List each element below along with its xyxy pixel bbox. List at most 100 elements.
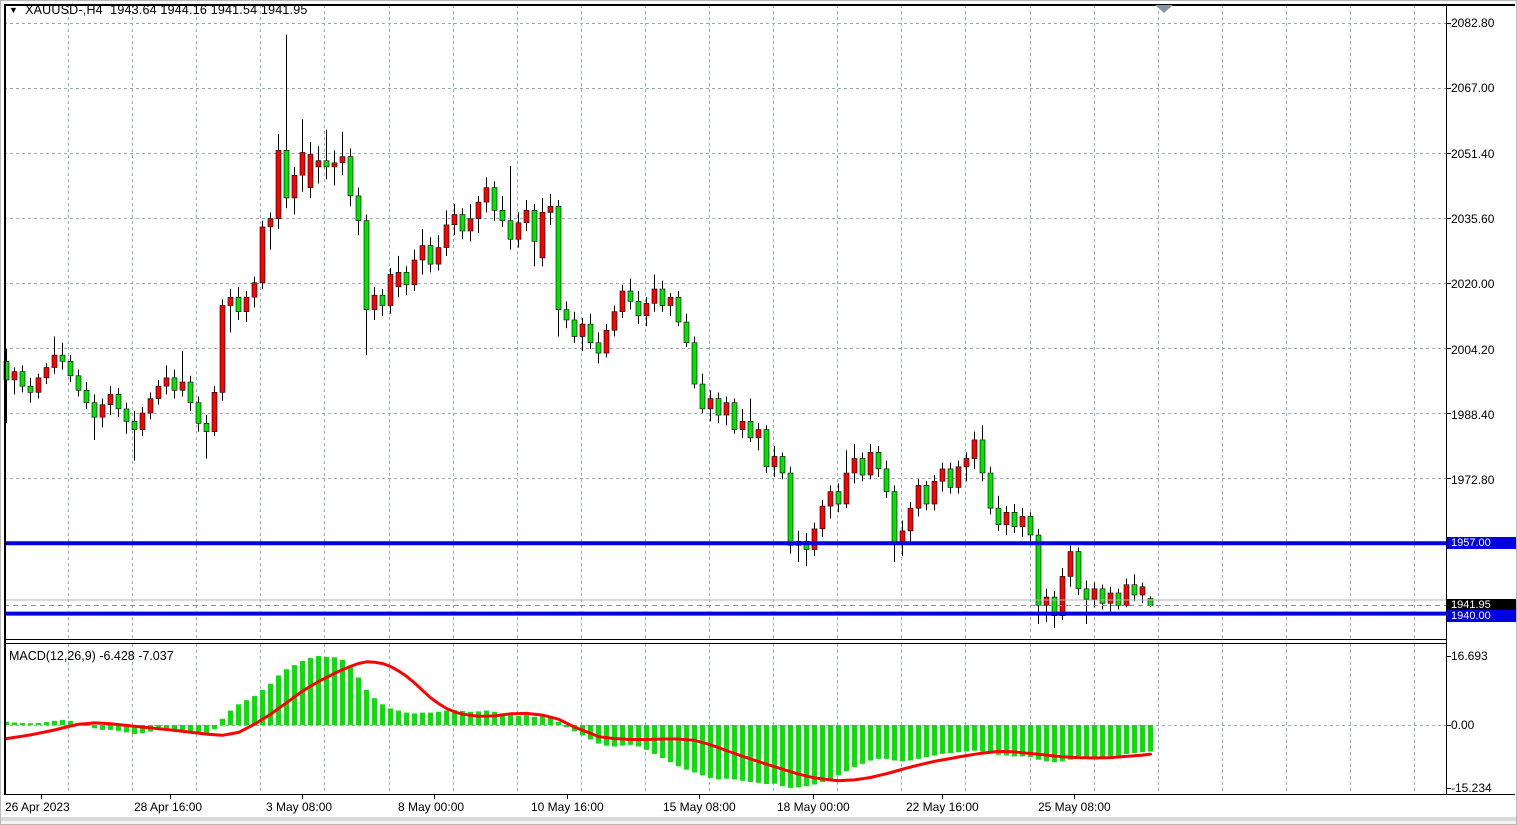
candle-body — [963, 458, 970, 468]
macd-histogram-bar — [188, 725, 193, 732]
candle-body — [419, 245, 426, 261]
candle-body — [307, 154, 314, 188]
macd-histogram-bar — [956, 725, 961, 753]
time-tick-label: 25 May 08:00 — [1038, 800, 1111, 814]
candle-body — [235, 296, 242, 312]
macd-histogram-bar — [828, 725, 833, 779]
macd-histogram-bar — [908, 725, 913, 761]
candle-body — [891, 491, 898, 544]
frame-top — [4, 4, 1515, 6]
macd-histogram-bar — [332, 657, 337, 725]
bid-price-badge: 1941.95 — [1447, 599, 1516, 611]
macd-histogram-bar — [980, 725, 985, 752]
macd-histogram-bar — [892, 725, 897, 761]
candle-body — [707, 398, 714, 410]
candle-body — [299, 152, 306, 176]
candle-body — [755, 429, 762, 439]
time-axis-line[interactable] — [4, 794, 1515, 795]
candle-body — [267, 218, 274, 228]
macd-histogram-bar — [700, 725, 705, 776]
macd-tick-label: -15.234 — [1451, 781, 1492, 795]
candle-body — [475, 201, 482, 219]
macd-histogram-bar — [36, 722, 41, 725]
candle-body — [763, 429, 770, 468]
macd-histogram-bar — [12, 722, 17, 725]
candle-body — [1107, 592, 1114, 604]
candle-body — [779, 456, 786, 474]
candle-body — [1011, 511, 1018, 528]
candle-body — [395, 272, 402, 288]
candle-body — [1027, 516, 1034, 536]
candle-body — [875, 452, 882, 470]
candle-body — [515, 222, 522, 240]
candle-body — [387, 274, 394, 306]
macd-histogram-bar — [1052, 725, 1057, 763]
candle-body — [275, 150, 282, 219]
macd-histogram-bar — [180, 725, 185, 730]
candle-body — [155, 385, 162, 399]
candle-body — [1115, 592, 1122, 606]
macd-histogram-bar — [620, 725, 625, 746]
macd-histogram-bar — [1068, 725, 1073, 760]
candle-body — [555, 205, 562, 310]
macd-histogram-bar — [1092, 725, 1097, 759]
candle-body — [867, 452, 874, 476]
macd-histogram-bar — [44, 722, 49, 725]
candle-body — [27, 385, 34, 393]
resistance-level-badge: 1957.00 — [1447, 537, 1516, 549]
price-axis-line[interactable] — [1446, 4, 1447, 795]
candle-body — [603, 330, 610, 354]
candle-body — [587, 323, 594, 344]
panel-divider-line-1[interactable] — [4, 639, 1447, 640]
candle-body — [379, 294, 386, 306]
candle-body — [811, 528, 818, 550]
macd-histogram-bar — [540, 715, 545, 725]
macd-histogram-bar — [236, 704, 241, 725]
macd-histogram-bar — [524, 715, 529, 725]
macd-histogram-bar — [684, 725, 689, 770]
macd-histogram-bar — [836, 725, 841, 776]
macd-histogram-bar — [844, 725, 849, 772]
macd-histogram-bar — [1012, 725, 1017, 757]
candle-body — [1075, 551, 1082, 590]
candle-body — [411, 259, 418, 286]
macd-histogram-bar — [668, 725, 673, 763]
macd-histogram-bar — [260, 689, 265, 725]
price-tick-label: 2020.00 — [1451, 277, 1495, 291]
macd-histogram-bar — [220, 718, 225, 725]
macd-histogram-bar — [900, 725, 905, 762]
candle-body — [259, 226, 266, 284]
panel-divider-line-2[interactable] — [4, 643, 1447, 644]
macd-histogram-bar — [452, 710, 457, 725]
candle-body — [931, 480, 938, 505]
candle-body — [675, 296, 682, 323]
frame-left — [4, 4, 6, 795]
candle-body — [323, 160, 330, 168]
candle-body — [851, 458, 858, 474]
time-tick-label: 8 May 00:00 — [398, 800, 465, 814]
candle-body — [435, 247, 442, 265]
macd-histogram-bar — [1108, 725, 1113, 757]
macd-histogram-bar — [532, 716, 537, 725]
chart-shift-marker-icon[interactable] — [1155, 5, 1173, 13]
macd-histogram-bar — [132, 725, 137, 735]
candle-body — [1043, 596, 1050, 606]
candle-body — [643, 303, 650, 317]
time-tick-label: 15 May 08:00 — [663, 800, 736, 814]
macd-histogram-bar — [468, 711, 473, 725]
candle-body — [651, 288, 658, 304]
macd-histogram-bar — [796, 725, 801, 788]
macd-histogram-bar — [108, 725, 113, 730]
candle-body — [43, 367, 50, 379]
macd-histogram-bar — [788, 725, 793, 788]
candle-body — [467, 218, 474, 232]
support-level-badge: 1940.00 — [1447, 610, 1516, 622]
macd-tick-label: 16.693 — [1451, 649, 1488, 663]
macd-histogram-bar — [1116, 725, 1121, 756]
macd-histogram-bar — [1076, 725, 1081, 759]
symbol-dropdown-icon[interactable]: ▼ — [9, 5, 19, 15]
candle-body — [947, 468, 954, 488]
candle-body — [1091, 588, 1098, 600]
macd-histogram-bar — [420, 712, 425, 725]
